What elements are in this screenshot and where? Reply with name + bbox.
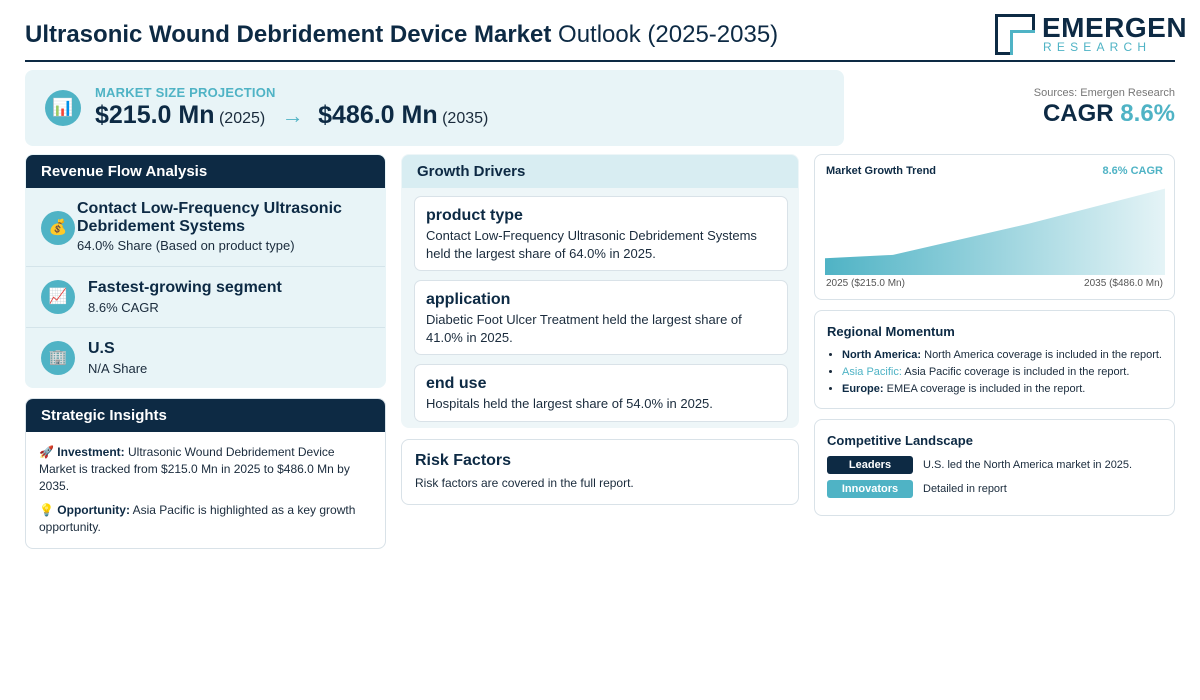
end-value: $486.0 Mn [318,101,438,129]
revenue-row: 📈 Fastest-growing segment 8.6% CAGR [26,266,385,327]
region-text: Asia Pacific coverage is included in the… [904,366,1130,378]
projection-values: $215.0 Mn (2025) → $486.0 Mn (2035) [95,101,488,130]
region-text: North America coverage is included in th… [924,349,1162,361]
driver-text: Contact Low-Frequency Ultrasonic Debride… [426,228,757,261]
growth-drivers-card: Growth Drivers product type Contact Low-… [401,154,799,428]
market-size-projection: 📊 MARKET SIZE PROJECTION $215.0 Mn (2025… [25,70,844,146]
rocket-icon: 🚀 [39,445,54,459]
revenue-row-title: U.S [88,340,115,357]
driver-item: end use Hospitals held the largest share… [414,364,788,422]
region-list: North America: North America coverage is… [842,347,1172,398]
page-title-light: Outlook (2025-2035) [558,21,779,48]
trend-end-label: 2035 ($486.0 Mn) [1084,278,1163,289]
lightbulb-icon: 💡 [39,503,54,517]
page-title: Ultrasonic Wound Debridement Device Mark… [25,21,778,49]
page-title-bold: Ultrasonic Wound Debridement Device Mark… [25,21,552,48]
risk-factors-title: Risk Factors [415,452,512,469]
revenue-row-title: Fastest-growing segment [88,279,282,296]
bar-chart-icon: 📊 [45,90,81,126]
list-item: Europe: EMEA coverage is included in the… [842,381,1172,398]
revenue-flow-card: Revenue Flow Analysis 💰 Contact Low-Freq… [25,154,386,388]
revenue-row: 🏢 U.S N/A Share [26,327,385,387]
revenue-row: 💰 Contact Low-Frequency Ultrasonic Debri… [26,188,385,268]
start-year: (2025) [218,110,266,127]
innovators-text: Detailed in report [923,483,1007,495]
driver-title: product type [426,207,523,224]
revenue-flow-title: Revenue Flow Analysis [26,155,385,188]
list-item: Asia Pacific: Asia Pacific coverage is i… [842,364,1172,381]
innovators-badge: Innovators [827,480,913,498]
cagr-label: CAGR [1042,100,1114,127]
trend-start-label: 2025 ($215.0 Mn) [826,278,905,289]
cagr-summary: CAGR 8.6% [1043,100,1175,128]
revenue-row-title: Contact Low-Frequency Ultrasonic Debride… [77,200,342,235]
revenue-row-sub: N/A Share [88,361,148,376]
report-header: Ultrasonic Wound Debridement Device Mark… [25,12,1187,62]
competitive-landscape-card: Competitive Landscape Leaders U.S. led t… [814,419,1175,516]
regional-momentum-title: Regional Momentum [827,324,955,339]
driver-item: application Diabetic Foot Ulcer Treatmen… [414,280,788,355]
leaders-badge: Leaders [827,456,913,474]
building-icon: 🏢 [41,341,75,375]
insight-label: Opportunity: [57,503,130,517]
insight-label: Investment: [57,445,125,459]
region-text: EMEA coverage is included in the report. [886,383,1086,395]
cagr-value: 8.6% [1120,100,1175,127]
strategic-insights-card: Strategic Insights 🚀 Investment: Ultraso… [25,398,386,549]
trend-cagr: 8.6% CAGR [1102,165,1163,177]
risk-factors-text: Risk factors are covered in the full rep… [415,476,634,490]
leaders-text: U.S. led the North America market in 202… [923,459,1133,471]
driver-text: Hospitals held the largest share of 54.0… [426,396,713,411]
driver-item: product type Contact Low-Frequency Ultra… [414,196,788,271]
logo-sub: RESEARCH [1043,40,1152,54]
regional-momentum-card: Regional Momentum North America: North A… [814,310,1175,409]
logo-word: EMERGEN [1042,12,1188,43]
market-growth-trend-card: Market Growth Trend 8.6% CAGR 2025 ($215… [814,154,1175,300]
growth-area-chart [825,188,1165,275]
risk-factors-card: Risk Factors Risk factors are covered in… [401,439,799,505]
growth-area [825,188,1165,275]
start-value: $215.0 Mn [95,101,215,129]
sources-text: Sources: Emergen Research [1033,87,1175,99]
driver-title: end use [426,375,487,392]
projection-label: MARKET SIZE PROJECTION [95,85,276,100]
emergen-logo: EMERGEN RESEARCH [995,14,1187,56]
arrow-right-icon: → [281,103,304,128]
money-bag-icon: 💰 [41,211,75,245]
strategic-insights-title: Strategic Insights [26,399,385,432]
revenue-row-sub: 64.0% Share (Based on product type) [77,238,295,253]
insight-investment: 🚀 Investment: Ultrasonic Wound Debrideme… [39,444,369,495]
revenue-row-sub: 8.6% CAGR [88,300,159,315]
competitive-landscape-title: Competitive Landscape [827,433,973,448]
region-name: Asia Pacific: [842,366,902,378]
driver-text: Diabetic Foot Ulcer Treatment held the l… [426,312,742,345]
insight-text: Asia Pacific is highlighted as a key gro… [39,503,356,534]
insight-text: Ultrasonic Wound Debridement Device Mark… [39,445,350,493]
list-item: North America: North America coverage is… [842,347,1172,364]
trend-title: Market Growth Trend [826,165,937,177]
region-name: Europe: [842,383,884,395]
driver-title: application [426,291,511,308]
logo-mark-icon [995,14,1035,55]
insight-opportunity: 💡 Opportunity: Asia Pacific is highlight… [39,502,369,536]
end-year: (2035) [442,110,489,127]
trend-up-icon: 📈 [41,280,75,314]
region-name: North America: [842,349,922,361]
growth-drivers-title: Growth Drivers [402,155,798,188]
